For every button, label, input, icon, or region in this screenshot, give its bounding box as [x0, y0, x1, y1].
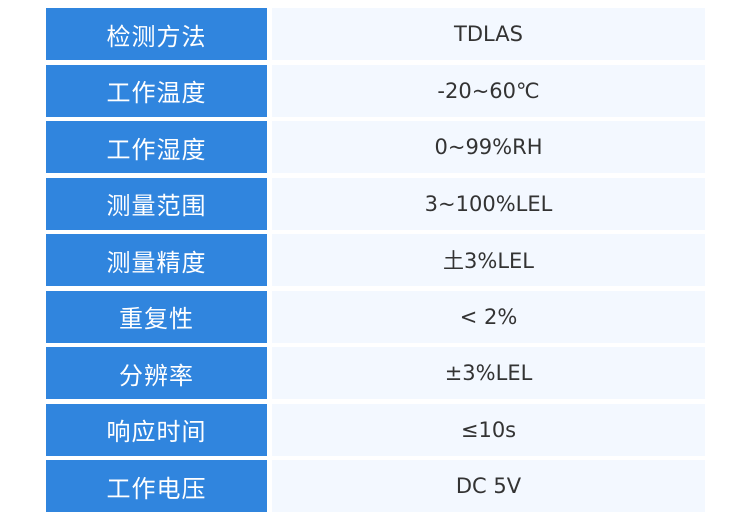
table-row: 响应时间 ≤10s	[46, 403, 705, 456]
table-row: 工作温度 -20~60℃	[46, 64, 705, 117]
spec-label: 检测方法	[46, 8, 267, 60]
table-row: 重复性 < 2%	[46, 290, 705, 343]
spec-value: ±3%LEL	[272, 347, 705, 399]
spec-value: 0~99%RH	[272, 121, 705, 173]
spec-label: 重复性	[46, 290, 267, 343]
table-row: 分辨率 ±3%LEL	[46, 347, 705, 399]
spec-label: 分辨率	[46, 347, 267, 399]
spec-value: ≤10s	[272, 403, 705, 456]
spec-label: 工作电压	[46, 460, 267, 512]
table-row: 测量范围 3~100%LEL	[46, 177, 705, 230]
spec-value: 土3%LEL	[272, 234, 705, 286]
spec-value: -20~60℃	[272, 64, 705, 117]
spec-label: 测量精度	[46, 234, 267, 286]
spec-value: DC 5V	[272, 460, 705, 512]
spec-label: 工作温度	[46, 64, 267, 117]
spec-label: 响应时间	[46, 403, 267, 456]
spec-value: < 2%	[272, 290, 705, 343]
table-row: 检测方法 TDLAS	[46, 8, 705, 60]
table-row: 工作电压 DC 5V	[46, 460, 705, 512]
table-row: 工作湿度 0~99%RH	[46, 121, 705, 173]
table-row: 测量精度 土3%LEL	[46, 234, 705, 286]
spec-value: TDLAS	[272, 8, 705, 60]
spec-value: 3~100%LEL	[272, 177, 705, 230]
spec-label: 测量范围	[46, 177, 267, 230]
spec-label: 工作湿度	[46, 121, 267, 173]
